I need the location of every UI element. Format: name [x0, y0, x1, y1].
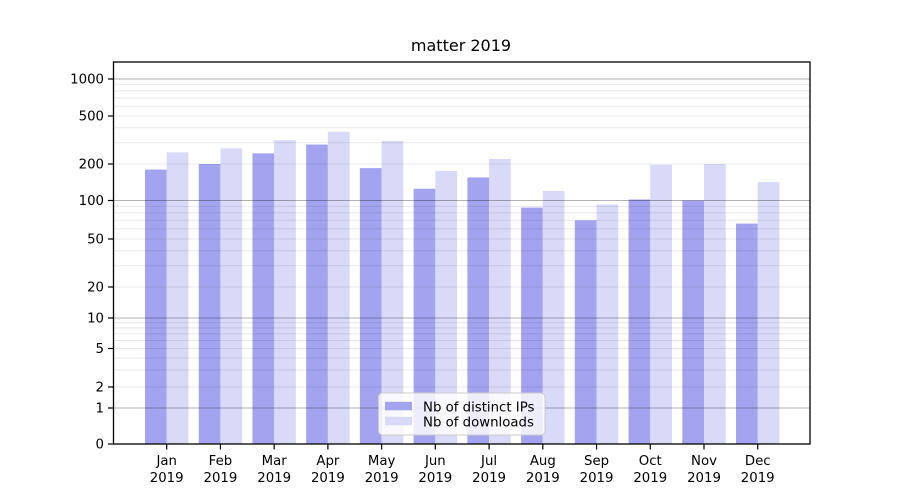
y-tick-label-200: 200	[79, 158, 104, 173]
axes-layer	[108, 61, 811, 450]
bar-distinct-ips-jun	[413, 188, 436, 444]
legend-label-downloads: Nb of downloads	[423, 416, 534, 431]
x-tick-label-nov: Nov 2019	[687, 454, 721, 486]
x-tick-label-mar: Mar 2019	[257, 454, 291, 486]
x-tick-label-aug: Aug 2019	[526, 454, 560, 486]
legend-swatch-downloads	[385, 416, 412, 426]
bar-distinct-ips-apr	[306, 144, 328, 445]
bar-downloads-dec	[757, 182, 780, 444]
plot-border	[112, 61, 811, 445]
bar-downloads-sep	[596, 204, 619, 444]
y-tick-label-10: 10	[87, 312, 104, 327]
legend: Nb of distinct IPs Nb of downloads	[378, 392, 546, 436]
x-tick-label-may: May 2019	[365, 454, 399, 486]
bar-downloads-jun	[435, 171, 458, 444]
bar-downloads-aug	[542, 190, 565, 444]
y-tick-label-50: 50	[87, 233, 104, 248]
y-tick-label-500: 500	[79, 110, 104, 125]
bar-downloads-jul	[489, 159, 511, 444]
x-tick-label-sep: Sep 2019	[580, 454, 614, 486]
y-tick-label-0: 0	[96, 438, 104, 453]
bar-distinct-ips-may	[359, 168, 382, 445]
y-tick-label-1: 1	[96, 402, 104, 417]
bars-layer	[145, 131, 780, 445]
bar-downloads-apr	[327, 131, 350, 444]
bar-distinct-ips-jul	[467, 177, 490, 445]
bar-downloads-jan	[166, 152, 189, 444]
bar-distinct-ips-oct	[628, 199, 651, 444]
bar-distinct-ips-dec	[736, 223, 758, 444]
bar-distinct-ips-nov	[682, 200, 704, 444]
bar-downloads-mar	[274, 140, 296, 444]
x-tick-label-dec: Dec 2019	[741, 454, 775, 486]
grid-layer	[113, 78, 810, 409]
y-tick-label-100: 100	[79, 194, 104, 209]
bar-distinct-ips-sep	[574, 220, 597, 444]
y-tick-label-2: 2	[96, 381, 104, 396]
bar-distinct-ips-feb	[198, 164, 221, 444]
y-tick-label-1000: 1000	[70, 73, 104, 88]
x-tick-label-feb: Feb 2019	[204, 454, 238, 486]
bar-distinct-ips-jan	[145, 169, 167, 445]
bar-downloads-may	[381, 141, 404, 445]
bar-downloads-oct	[650, 164, 672, 445]
bar-distinct-ips-mar	[252, 153, 275, 444]
y-tick-label-20: 20	[87, 281, 104, 296]
bar-downloads-feb	[220, 148, 243, 444]
chart-title: matter 2019	[411, 36, 511, 55]
x-tick-label-oct: Oct 2019	[633, 454, 667, 486]
bar-downloads-nov	[704, 164, 726, 444]
x-tick-label-jul: Jul 2019	[472, 454, 506, 486]
legend-swatch-distinct-ips	[385, 401, 412, 411]
x-tick-label-jan: Jan 2019	[150, 454, 184, 486]
legend-label-distinct-ips: Nb of distinct IPs	[423, 401, 535, 416]
legend-box	[378, 392, 546, 436]
x-tick-label-apr: Apr 2019	[311, 454, 345, 486]
x-tick-label-jun: Jun 2019	[418, 454, 452, 486]
axis-labels-layer: 0 1 2 5 10 20 50 100 200 500 1000 Jan 2019 Feb 2019 Mar…	[70, 73, 774, 487]
y-tick-label-5: 5	[96, 342, 104, 357]
bar-distinct-ips-aug	[521, 207, 543, 444]
